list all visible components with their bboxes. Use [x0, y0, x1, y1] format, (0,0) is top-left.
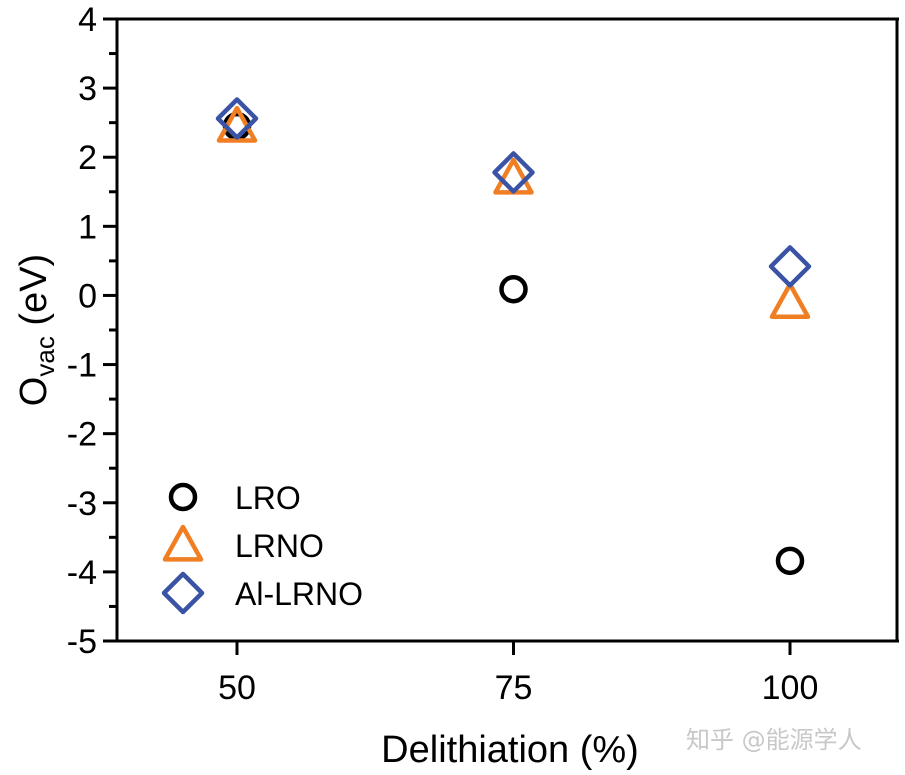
legend-label: LRNO — [235, 528, 324, 564]
data-point-circle — [499, 274, 528, 304]
data-point-triangle — [216, 105, 258, 143]
legend-item: LRNO — [162, 524, 324, 564]
y-tick-label: 2 — [78, 139, 97, 177]
legend-marker-triangle — [162, 524, 204, 562]
legend-label: Al-LRNO — [235, 576, 363, 612]
legend-label: LRO — [235, 480, 301, 516]
y-axis-title-subscript: vac — [30, 336, 60, 376]
data-point-triangle — [769, 282, 811, 320]
x-axis-ticks: 50 75 100 — [218, 641, 818, 707]
legend-marker-diamond — [161, 571, 205, 615]
y-tick-label: -4 — [67, 554, 97, 592]
y-tick-label: -3 — [67, 485, 97, 523]
y-tick-label: 0 — [78, 277, 97, 315]
y-tick-label: -1 — [67, 347, 97, 385]
series-lrno — [216, 105, 811, 320]
data-point-diamond — [768, 245, 812, 288]
x-axis-title: Delithiation (%) — [381, 729, 639, 771]
y-tick-label: 3 — [78, 70, 97, 108]
series-al-lrno — [215, 97, 812, 288]
y-axis-title: Ovac (eV) — [13, 254, 60, 406]
y-tick-label: 1 — [78, 208, 97, 246]
y-axis-title-unit: (eV) — [13, 254, 55, 336]
legend-item: LRO — [168, 480, 301, 516]
y-axis-ticks: 4 3 2 1 0 -1 -2 -3 -4 -5 — [67, 1, 117, 661]
y-axis-title-main: O — [13, 377, 55, 407]
data-points — [215, 97, 812, 576]
y-tick-label: -2 — [67, 416, 97, 454]
data-point-circle — [775, 546, 805, 576]
legend-item: Al-LRNO — [161, 571, 363, 615]
data-point-diamond — [215, 97, 259, 140]
y-tick-label: 4 — [78, 1, 97, 39]
x-tick-label: 75 — [495, 669, 533, 707]
data-point-diamond — [492, 151, 535, 194]
watermark: 知乎 @能源学人 — [686, 726, 862, 754]
x-tick-label: 100 — [762, 669, 819, 707]
legend-marker-circle — [168, 482, 198, 512]
x-tick-label: 50 — [218, 669, 256, 707]
y-tick-label: -5 — [67, 623, 97, 661]
legend: LRO LRNO Al-LRNO — [161, 480, 363, 615]
